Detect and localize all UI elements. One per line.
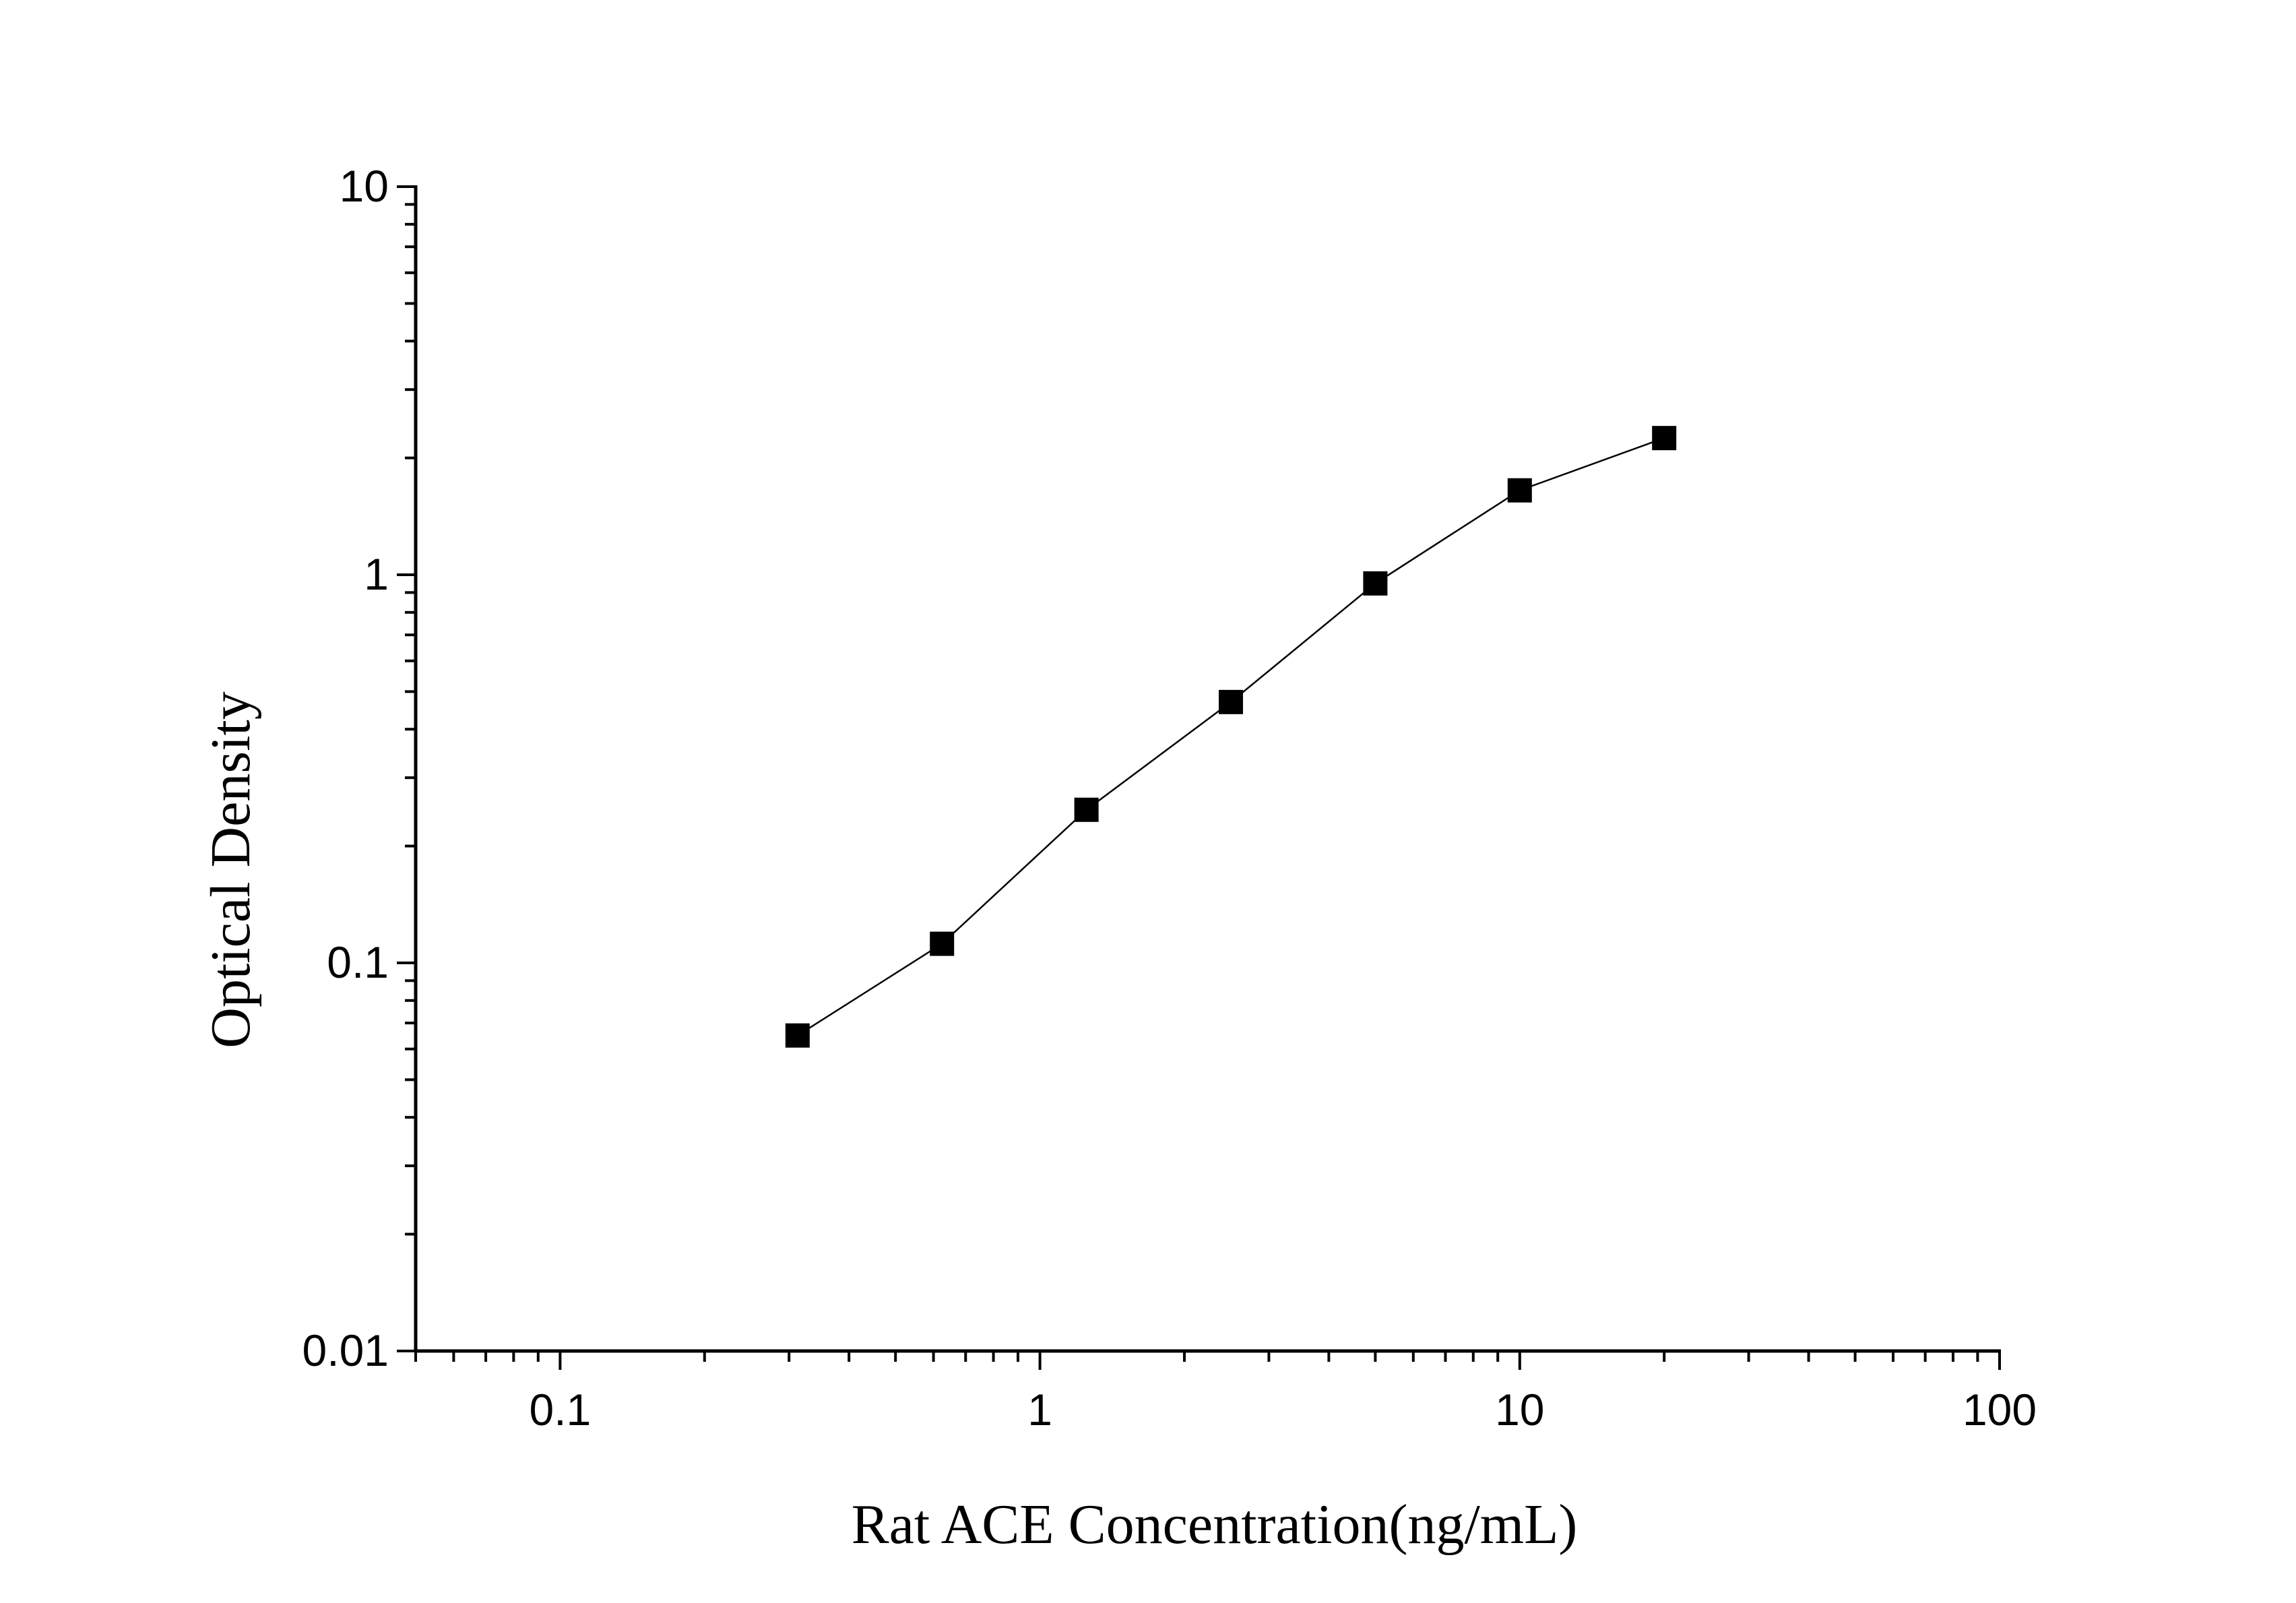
x-tick-label: 100: [1963, 1385, 2037, 1435]
data-point-marker: [785, 1023, 810, 1048]
axes: [414, 185, 2001, 1353]
y-tick-label: 1: [364, 549, 389, 599]
data-point-marker: [1652, 426, 1677, 451]
y-tick-label: 0.01: [302, 1325, 389, 1375]
x-tick-label: 10: [1495, 1385, 1544, 1435]
y-tick-label: 0.1: [327, 937, 389, 987]
x-tick-label: 0.1: [530, 1385, 592, 1435]
tick-labels: 0.1 1 10 100 0.01 0.1 1 10: [302, 161, 2037, 1435]
y-tick-label: 10: [340, 161, 389, 211]
x-tick-label: 1: [1027, 1385, 1052, 1435]
data-point-marker: [930, 931, 955, 956]
series-line: [797, 437, 1665, 1036]
series: [785, 426, 1677, 1048]
data-point-marker: [1074, 797, 1099, 822]
data-point-marker: [1363, 571, 1388, 596]
data-point-marker: [1507, 478, 1532, 503]
x-axis-title: Rat ACE Concentration(ng/mL): [852, 1493, 1578, 1556]
data-point-marker: [1219, 689, 1244, 714]
y-axis-title: Optical Density: [199, 691, 262, 1048]
ticks: [397, 185, 2001, 1370]
